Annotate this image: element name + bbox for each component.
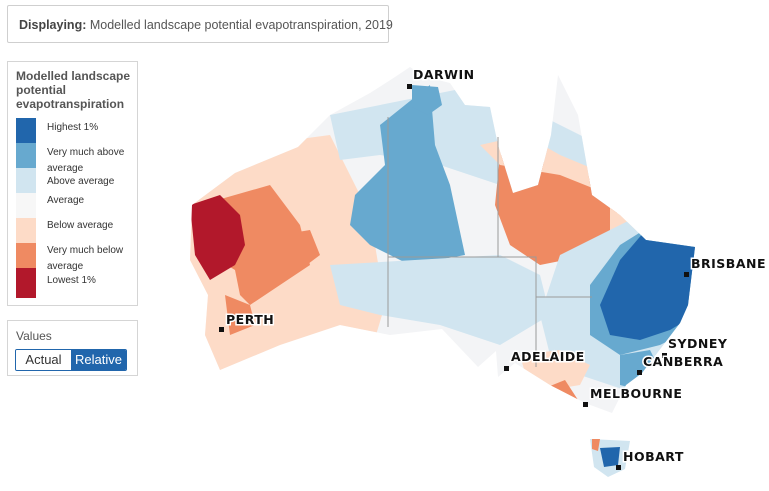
displaying-prefix: Displaying: — [19, 18, 87, 32]
adelaide-marker — [504, 366, 509, 371]
legend-label-very-much-below: Very much below average — [47, 245, 124, 272]
map-regions — [190, 85, 695, 405]
city-labels: DARWIN BRISBANE PERTH SYDNEY CANBERRA AD… — [225, 66, 768, 466]
australia-map[interactable]: DARWIN BRISBANE PERTH SYDNEY CANBERRA AD… — [180, 55, 769, 485]
legend-label-below: Below average — [47, 220, 114, 231]
legend-swatch-lowest — [16, 268, 36, 298]
adelaide-label: ADELAIDE — [511, 349, 585, 364]
melbourne-label: MELBOURNE — [590, 386, 682, 401]
brisbane-label: BRISBANE — [691, 256, 766, 271]
perth-marker — [219, 327, 224, 332]
values-panel: Values Actual Relative — [7, 320, 138, 376]
legend-swatch-below — [16, 218, 36, 243]
actual-toggle-button[interactable]: Actual — [16, 350, 71, 370]
hobart-marker — [616, 465, 621, 470]
legend: Modelled landscape potential evapotransp… — [7, 61, 138, 306]
state-borders — [387, 117, 592, 367]
sydney-marker — [662, 353, 667, 358]
legend-swatch-above — [16, 168, 36, 193]
legend-swatch-very-much-below — [16, 243, 36, 268]
darwin-label: DARWIN — [413, 67, 475, 82]
legend-swatch-average — [16, 193, 36, 218]
legend-label-average: Average — [47, 195, 85, 206]
displaying-box: Displaying: Modelled landscape potential… — [7, 5, 393, 43]
hobart-label: HOBART — [623, 449, 684, 464]
city-markers — [219, 84, 689, 470]
melbourne-marker — [583, 402, 588, 407]
canberra-marker — [637, 370, 642, 375]
sydney-label: SYDNEY — [668, 336, 728, 351]
legend-swatch-highest — [16, 118, 36, 143]
legend-title: Modelled landscape potential evapotransp… — [16, 69, 131, 111]
legend-label-lowest: Lowest 1% — [47, 275, 96, 286]
darwin-marker — [407, 84, 412, 89]
perth-label: PERTH — [226, 312, 274, 327]
legend-label-highest: Highest 1% — [47, 122, 99, 133]
relative-toggle-button[interactable]: Relative — [71, 350, 126, 370]
canberra-label: CANBERRA — [643, 354, 723, 369]
legend-label-above: Above average — [47, 176, 115, 187]
displaying-text: Modelled landscape potential evapotransp… — [89, 18, 393, 32]
values-toggle: Actual Relative — [15, 349, 127, 371]
values-title: Values — [16, 329, 52, 343]
legend-swatch-very-much-above — [16, 143, 36, 168]
legend-label-very-much-above: Very much above average — [47, 147, 125, 174]
brisbane-marker — [684, 272, 689, 277]
